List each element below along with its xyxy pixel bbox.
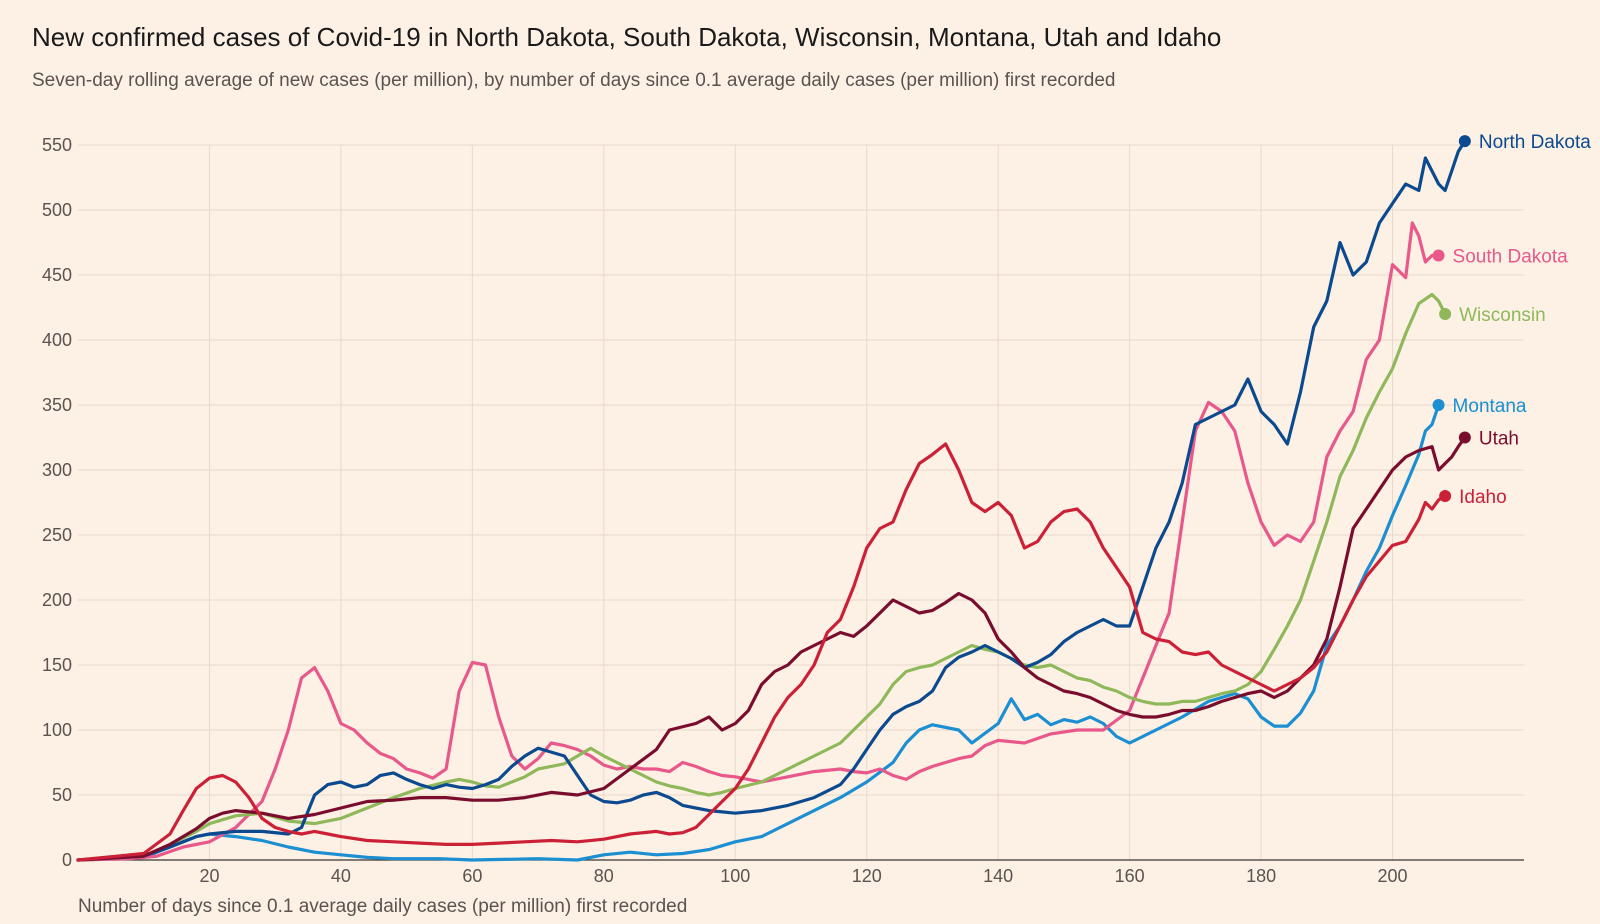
y-tick-label: 400 — [42, 330, 72, 350]
y-tick-label: 150 — [42, 655, 72, 675]
x-tick-label: 200 — [1378, 866, 1408, 886]
x-tick-label: 80 — [594, 866, 614, 886]
series-label-north-dakota: North Dakota — [1479, 132, 1591, 153]
x-tick-label: 20 — [199, 866, 219, 886]
series-endpoint-utah — [1458, 431, 1471, 444]
series-endpoint-wisconsin — [1439, 308, 1452, 320]
series-line-wisconsin — [76, 292, 1447, 862]
y-tick-label: 50 — [52, 785, 72, 805]
series-label-utah: Utah — [1479, 429, 1519, 450]
series-endpoint-idaho — [1439, 490, 1452, 502]
y-tick-label: 500 — [42, 200, 72, 220]
series-line-north-dakota — [76, 139, 1467, 862]
series-endpoint-montana — [1432, 399, 1445, 411]
y-tick-label: 200 — [42, 590, 72, 610]
y-tick-label: 250 — [42, 525, 72, 545]
y-tick-label: 100 — [42, 720, 72, 740]
x-tick-label: 140 — [983, 866, 1013, 886]
series-label-idaho: Idaho — [1459, 487, 1507, 508]
x-tick-label: 40 — [331, 866, 351, 886]
x-tick-label: 120 — [852, 866, 882, 886]
series-line-south-dakota — [76, 221, 1441, 862]
x-tick-label: 160 — [1115, 866, 1145, 886]
series-label-south-dakota: South Dakota — [1453, 247, 1569, 268]
y-tick-label: 350 — [42, 395, 72, 415]
series-label-wisconsin: Wisconsin — [1459, 305, 1546, 326]
series-line-idaho — [76, 442, 1447, 862]
x-tick-label: 100 — [720, 866, 750, 886]
y-tick-label: 0 — [62, 850, 72, 870]
y-tick-label: 450 — [42, 265, 72, 285]
x-axis-label: Number of days since 0.1 average daily c… — [78, 896, 687, 917]
series-label-montana: Montana — [1453, 396, 1527, 417]
chart-title: New confirmed cases of Covid-19 in North… — [32, 22, 1222, 52]
series-line-utah — [76, 435, 1467, 862]
x-tick-label: 60 — [462, 866, 482, 886]
series-endpoint-south-dakota — [1432, 249, 1445, 262]
series-endpoint-north-dakota — [1458, 135, 1471, 148]
y-tick-label: 550 — [42, 135, 72, 155]
chart-subtitle: Seven-day rolling average of new cases (… — [32, 70, 1116, 91]
series-line-montana — [76, 403, 1441, 862]
y-tick-label: 300 — [42, 460, 72, 480]
x-tick-label: 180 — [1246, 866, 1276, 886]
